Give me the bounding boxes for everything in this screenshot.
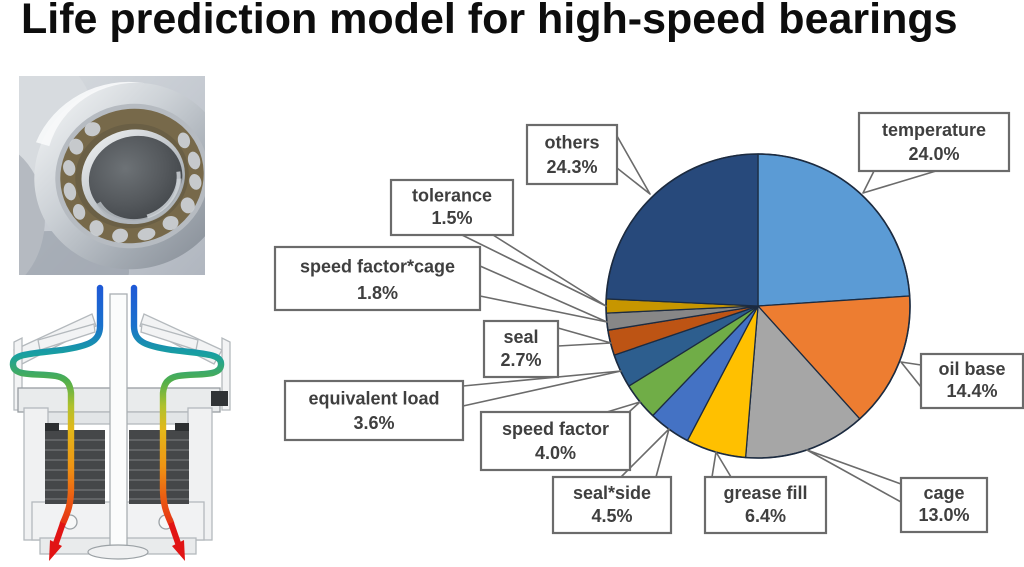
svg-text:13.0%: 13.0% [918, 505, 969, 525]
svg-text:4.5%: 4.5% [591, 506, 632, 526]
svg-text:6.4%: 6.4% [745, 506, 786, 526]
svg-text:seal: seal [503, 327, 538, 347]
svg-text:24.3%: 24.3% [546, 157, 597, 177]
svg-text:oil base: oil base [938, 359, 1005, 379]
svg-text:speed factor*cage: speed factor*cage [300, 257, 455, 277]
svg-text:3.6%: 3.6% [353, 413, 394, 433]
svg-text:others: others [544, 133, 599, 153]
svg-text:1.8%: 1.8% [357, 283, 398, 303]
svg-text:14.4%: 14.4% [946, 381, 997, 401]
svg-text:24.0%: 24.0% [908, 144, 959, 164]
svg-text:1.5%: 1.5% [431, 208, 472, 228]
svg-text:seal*side: seal*side [573, 483, 651, 503]
svg-text:equivalent load: equivalent load [308, 389, 439, 409]
svg-text:4.0%: 4.0% [535, 443, 576, 463]
svg-text:2.7%: 2.7% [500, 350, 541, 370]
svg-text:cage: cage [923, 483, 964, 503]
svg-text:speed factor: speed factor [502, 419, 609, 439]
svg-text:tolerance: tolerance [412, 186, 492, 206]
svg-text:temperature: temperature [882, 120, 986, 140]
svg-text:grease fill: grease fill [723, 483, 807, 503]
